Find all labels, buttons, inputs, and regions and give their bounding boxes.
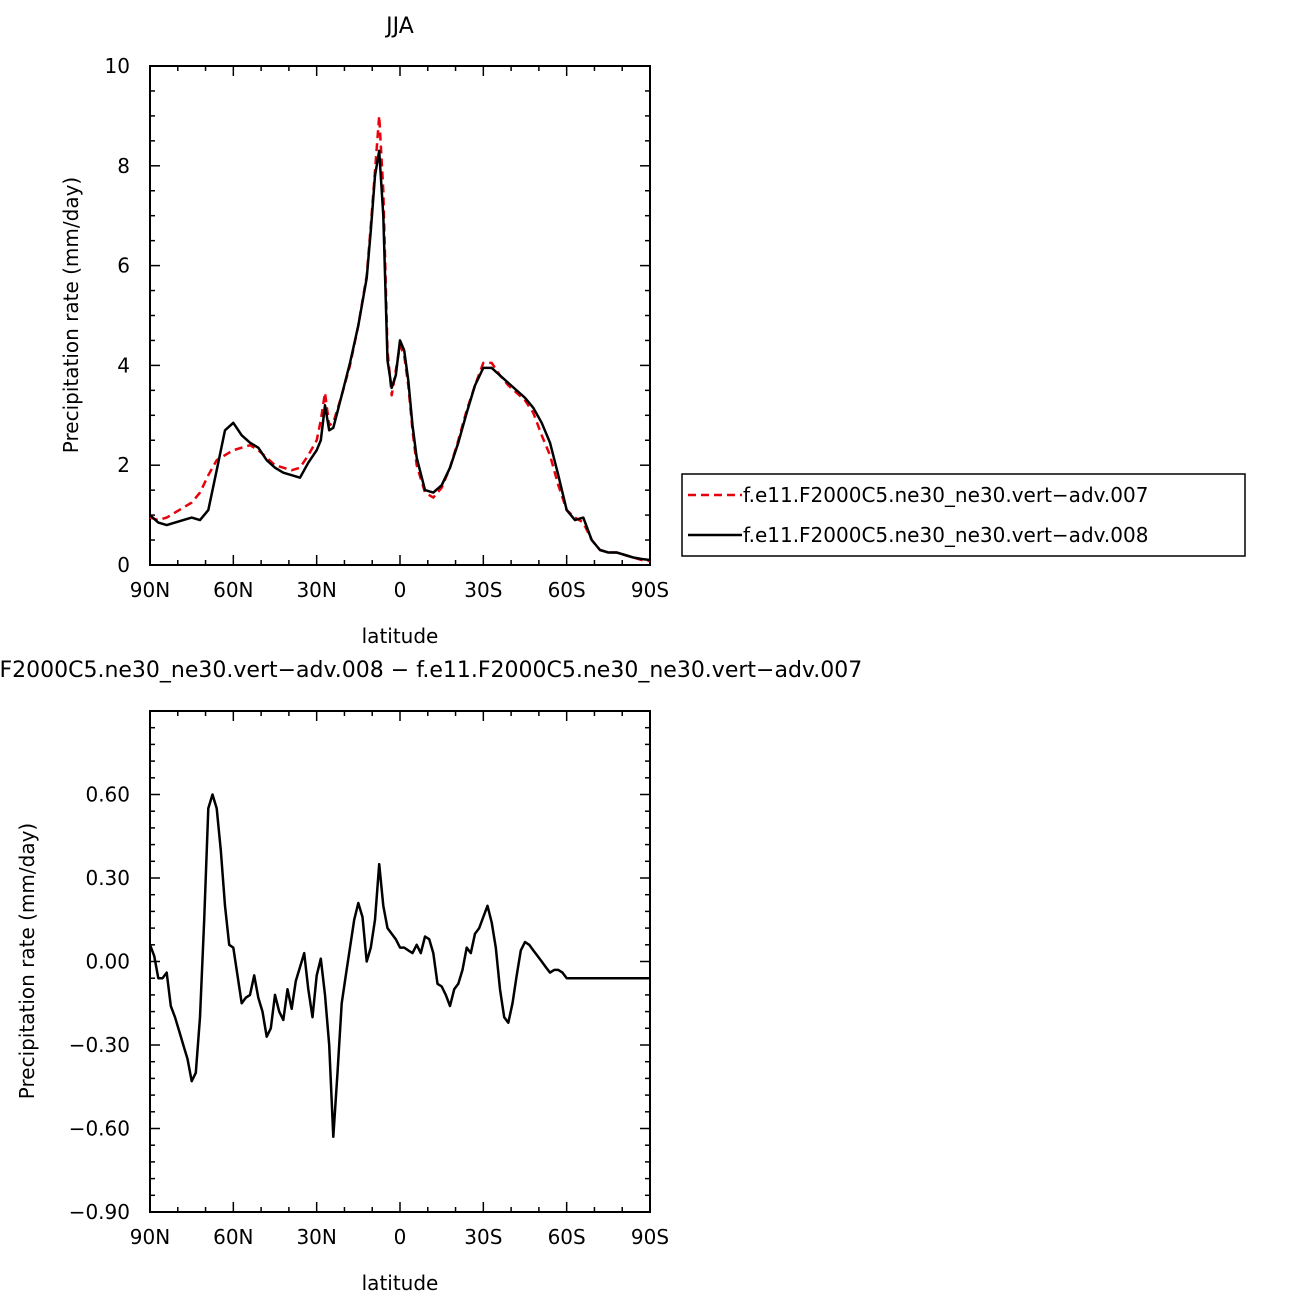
chart-title-bottom: f.e11.F2000C5.ne30_ne30.vert−adv.008 − f…	[0, 658, 862, 683]
chart-bottom: f.e11.F2000C5.ne30_ne30.vert−adv.008 − f…	[0, 658, 862, 1295]
chart-title-top: JJA	[384, 14, 414, 39]
y-tick-label-top: 6	[117, 254, 130, 278]
y-tick-label-bottom: −0.60	[69, 1117, 130, 1141]
y-tick-label-top: 4	[117, 353, 130, 377]
x-axis-title-top: latitude	[362, 624, 439, 648]
legend-label-008: f.e11.F2000C5.ne30_ne30.vert−adv.008	[743, 523, 1148, 547]
legend-box	[681, 473, 1246, 557]
x-tick-label-top: 30S	[464, 578, 502, 602]
y-axis-title-bottom: Precipitation rate (mm/day)	[15, 823, 39, 1099]
x-tick-label-bottom: 60S	[548, 1225, 586, 1249]
y-tick-label-bottom: 0.00	[85, 950, 130, 974]
y-tick-label-top: 10	[105, 54, 130, 78]
y-tick-label-top: 0	[117, 553, 130, 577]
x-tick-label-top: 60N	[213, 578, 253, 602]
x-axis-title-bottom: latitude	[362, 1271, 439, 1295]
x-tick-label-top: 90S	[631, 578, 669, 602]
x-tick-label-top: 90N	[130, 578, 170, 602]
x-tick-label-bottom: 0	[394, 1225, 407, 1249]
x-tick-label-bottom: 90N	[130, 1225, 170, 1249]
legend-label-007: f.e11.F2000C5.ne30_ne30.vert−adv.007	[743, 483, 1148, 507]
y-tick-label-top: 8	[117, 154, 130, 178]
plot-frame-top	[149, 65, 651, 566]
plot-area-top: 90N 60N 30N 0 30S 60S 90S 0 2 4 6 8 10	[105, 54, 670, 602]
legend: f.e11.F2000C5.ne30_ne30.vert−adv.007 f.e…	[681, 473, 1246, 557]
chart-top: JJA 90N 60N 30N 0 30S 60S 90S 0 2 4 6 8 10 Precipita…	[59, 14, 1246, 648]
x-tick-label-bottom: 30N	[296, 1225, 336, 1249]
y-tick-label-top: 2	[117, 453, 130, 477]
x-tick-label-bottom: 90S	[631, 1225, 669, 1249]
x-tick-label-top: 60S	[548, 578, 586, 602]
series-line-top-1	[149, 149, 651, 562]
y-tick-label-bottom: −0.30	[69, 1033, 130, 1057]
x-tick-label-bottom: 30S	[464, 1225, 502, 1249]
y-tick-label-bottom: 0.30	[85, 866, 130, 890]
x-tick-label-top: 30N	[296, 578, 336, 602]
series-line-bottom-0	[148, 793, 650, 1139]
y-tick-label-bottom: −0.90	[69, 1200, 130, 1224]
x-tick-label-bottom: 60N	[213, 1225, 253, 1249]
plot-frame-bottom	[149, 710, 651, 1213]
series-line-top-0	[149, 114, 651, 563]
y-axis-title-top: Precipitation rate (mm/day)	[59, 177, 83, 453]
plot-area-bottom: 90N 60N 30N 0 30S 60S 90S −0.90 −0.60 −0.30 0.00 0.…	[69, 710, 669, 1249]
x-tick-label-top: 0	[394, 578, 407, 602]
y-tick-label-bottom: 0.60	[85, 783, 130, 807]
